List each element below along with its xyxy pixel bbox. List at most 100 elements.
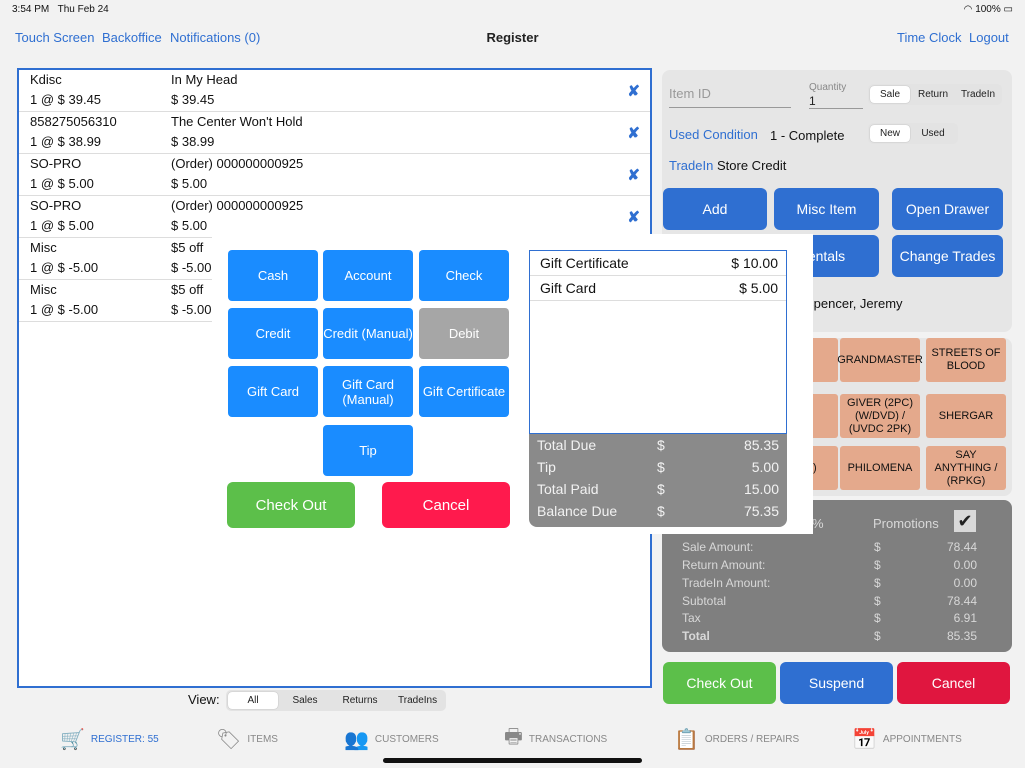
item-qty-price: 1 @ $ 5.00 — [30, 176, 94, 191]
cash-button[interactable]: Cash — [228, 250, 318, 301]
tab-bar: 🛒 REGISTER: 55 🏷 ITEMS 👥 CUSTOMERS 🖶 TRA… — [0, 718, 1025, 768]
tab-orders-repairs[interactable]: 📋 ORDERS / REPAIRS — [674, 726, 799, 752]
item-id-input[interactable]: Item ID — [669, 86, 791, 108]
quick-item-button[interactable]: STREETS OF BLOOD — [926, 338, 1006, 382]
item-sku: Misc — [30, 282, 57, 297]
modal-checkout-button[interactable]: Check Out — [227, 482, 355, 528]
view-tradeins-option[interactable]: TradeIns — [398, 695, 438, 706]
touch-screen-link[interactable]: Touch Screen — [15, 30, 95, 45]
tradein-link[interactable]: TradeIn — [669, 158, 714, 173]
gift-certificate-button[interactable]: Gift Certificate — [419, 366, 509, 417]
tab-label: TRANSACTIONS — [528, 733, 608, 745]
used-condition-link[interactable]: Used Condition — [669, 127, 758, 142]
time-clock-link[interactable]: Time Clock — [897, 30, 962, 45]
tab-items[interactable]: 🏷 ITEMS — [216, 726, 278, 752]
quick-item-button[interactable]: GRANDMASTER — [837, 338, 923, 382]
modal-cancel-button[interactable]: Cancel — [382, 482, 510, 528]
tip-button[interactable]: Tip — [323, 425, 413, 476]
notifications-link[interactable]: Notifications (0) — [170, 30, 261, 45]
quick-item-button[interactable]: SHERGAR — [926, 394, 1006, 438]
item-total: $ 38.99 — [171, 134, 215, 149]
tradein-amount-row: TradeIn Amount: $ 0.00 — [682, 576, 977, 590]
item-description: The Center Won't Hold — [171, 114, 303, 129]
tab-label: ITEMS — [247, 733, 278, 745]
battery-level: 100% — [975, 4, 1001, 15]
quick-item-button[interactable]: PHILOMENA — [840, 446, 920, 490]
cancel-button[interactable]: Cancel — [897, 662, 1010, 704]
remove-item-icon[interactable]: ✘ — [627, 125, 640, 142]
condition-new-option[interactable]: New — [870, 125, 910, 142]
payment-row[interactable]: Gift Certificate $ 10.00 — [530, 251, 786, 276]
gift-card-manual-button[interactable]: Gift Card (Manual) — [323, 366, 413, 417]
mode-return-option[interactable]: Return — [917, 89, 948, 100]
tab-customers[interactable]: 👥 CUSTOMERS — [344, 726, 439, 752]
view-all-option[interactable]: All — [228, 692, 278, 709]
backoffice-link[interactable]: Backoffice — [102, 30, 162, 45]
item-qty-price: 1 @ $ 5.00 — [30, 218, 94, 233]
status-date: Thu Feb 24 — [57, 4, 109, 15]
payment-amount: $ 10.00 — [731, 255, 778, 271]
register-icon: 🖶 — [504, 726, 523, 748]
mode-sale-option[interactable]: Sale — [870, 86, 910, 103]
item-sku: Misc — [30, 240, 57, 255]
remove-item-icon[interactable]: ✘ — [627, 209, 640, 226]
cart-row[interactable]: 858275056310 The Center Won't Hold 1 @ $… — [19, 112, 650, 154]
tip-row: Tip $ 5.00 — [537, 459, 779, 475]
used-condition-value: 1 - Complete — [770, 128, 845, 143]
payment-name: Gift Certificate — [540, 255, 629, 271]
misc-item-button[interactable]: Misc Item — [774, 188, 879, 230]
payment-name: Gift Card — [540, 280, 597, 296]
quantity-input[interactable]: 1 — [809, 94, 863, 109]
promotions-checkbox[interactable]: ✔ — [954, 510, 976, 532]
debit-button[interactable]: Debit — [419, 308, 509, 359]
item-description: $5 off — [171, 282, 204, 297]
open-drawer-button[interactable]: Open Drawer — [892, 188, 1003, 230]
cart-row[interactable]: Kdisc In My Head 1 @ $ 39.45 $ 39.45 ✘ — [19, 70, 650, 112]
tab-label: ORDERS / REPAIRS — [704, 733, 800, 745]
total-paid-row: Total Paid $ 15.00 — [537, 481, 779, 497]
add-button[interactable]: Add — [663, 188, 767, 230]
quantity-label: Quantity — [809, 82, 847, 93]
check-button[interactable]: Check — [419, 250, 509, 301]
view-sales-option[interactable]: Sales — [292, 695, 318, 706]
payments-list[interactable]: Gift Certificate $ 10.00 Gift Card $ 5.0… — [529, 250, 787, 434]
navbar: Touch Screen Backoffice Notifications (0… — [0, 22, 1025, 52]
suspend-button[interactable]: Suspend — [780, 662, 893, 704]
checkout-button[interactable]: Check Out — [663, 662, 776, 704]
subtotal-row: Subtotal $ 78.44 — [682, 594, 977, 608]
tradein-value: Store Credit — [717, 158, 787, 173]
battery-icon: ▭ — [1003, 4, 1013, 15]
tab-transactions[interactable]: 🖶 TRANSACTIONS — [504, 726, 607, 752]
cart-row[interactable]: SO-PRO (Order) 000000000925 1 @ $ 5.00 $… — [19, 154, 650, 196]
logout-link[interactable]: Logout — [969, 30, 1009, 45]
remove-item-icon[interactable]: ✘ — [627, 83, 640, 100]
item-sku: SO-PRO — [30, 198, 82, 213]
credit-manual-button[interactable]: Credit (Manual) — [323, 308, 413, 359]
salesperson-name: Spencer, Jeremy — [805, 296, 903, 311]
mode-tradein-option[interactable]: TradeIn — [960, 89, 996, 100]
gift-card-button[interactable]: Gift Card — [228, 366, 318, 417]
status-time: 3:54 PM — [12, 4, 50, 15]
payment-amount: $ 5.00 — [739, 280, 778, 296]
balance-due-row: Balance Due $ 75.35 — [537, 503, 779, 519]
tab-register[interactable]: 🛒 REGISTER: 55 — [60, 726, 159, 752]
change-trades-button[interactable]: Change Trades — [892, 235, 1003, 277]
condition-used-option[interactable]: Used — [921, 128, 945, 139]
wifi-icon: ◠ — [963, 4, 973, 15]
item-sku: SO-PRO — [30, 156, 82, 171]
calendar-icon: 📅 — [852, 728, 877, 751]
quick-item-button[interactable]: SAY ANYTHING / (RPKG) — [926, 446, 1006, 490]
tab-appointments[interactable]: 📅 APPOINTMENTS — [852, 726, 962, 752]
payment-row[interactable]: Gift Card $ 5.00 — [530, 276, 786, 301]
home-indicator[interactable] — [383, 758, 642, 763]
view-returns-option[interactable]: Returns — [342, 695, 378, 706]
quick-item-button[interactable]: GIVER (2PC) (W/DVD) / (UVDC 2PK) — [840, 394, 920, 438]
remove-item-icon[interactable]: ✘ — [627, 167, 640, 184]
credit-button[interactable]: Credit — [228, 308, 318, 359]
account-button[interactable]: Account — [323, 250, 413, 301]
item-total: $ 39.45 — [171, 92, 215, 107]
item-description: (Order) 000000000925 — [171, 198, 304, 213]
item-entry-panel: Item ID Quantity 1 Sale Return TradeIn U… — [662, 70, 1012, 332]
item-qty-price: 1 @ $ -5.00 — [30, 302, 99, 317]
people-icon: 👥 — [344, 728, 369, 751]
